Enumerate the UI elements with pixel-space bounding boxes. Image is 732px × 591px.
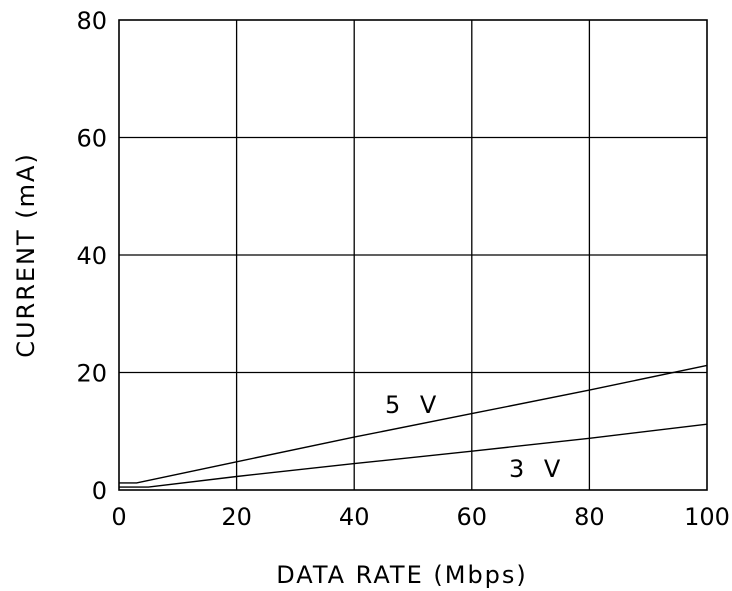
x-tick-label: 60 [457, 503, 488, 531]
tick-labels: 0 20 40 60 80 100 0 20 40 60 80 [76, 7, 729, 531]
plot-frame [118, 19, 708, 491]
y-tick-label: 60 [76, 125, 107, 153]
series-label-3v: 3 V [509, 455, 566, 483]
y-tick-label: 20 [76, 360, 107, 388]
y-tick-label: 0 [92, 477, 107, 505]
y-axis-label: CURRENT (mA) [12, 152, 40, 358]
x-tick-label: 20 [221, 503, 252, 531]
series-line-5v [119, 364, 708, 484]
x-tick-label: 80 [574, 503, 605, 531]
series-label-5v: 5 V [385, 391, 442, 419]
grid [119, 20, 707, 490]
y-tick-label: 40 [76, 242, 107, 270]
x-tick-label: 100 [684, 503, 730, 531]
x-axis-label: DATA RATE (Mbps) [276, 561, 528, 589]
x-tick-label: 0 [111, 503, 126, 531]
series-layer [119, 364, 708, 488]
series-line-3v [119, 423, 708, 488]
x-tick-label: 40 [339, 503, 370, 531]
y-tick-label: 80 [76, 7, 107, 35]
